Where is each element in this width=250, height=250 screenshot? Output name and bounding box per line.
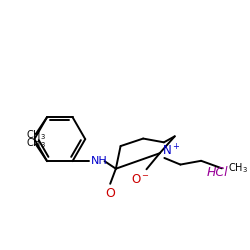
Text: NH: NH [91, 156, 108, 166]
Text: N$^+$: N$^+$ [162, 144, 181, 159]
Text: O$^-$: O$^-$ [131, 173, 150, 186]
Text: CH$_3$: CH$_3$ [26, 136, 46, 150]
Text: HCl: HCl [207, 166, 229, 178]
Text: CH$_3$: CH$_3$ [228, 162, 248, 175]
Text: CH$_3$: CH$_3$ [26, 128, 46, 142]
Text: O: O [105, 186, 115, 200]
